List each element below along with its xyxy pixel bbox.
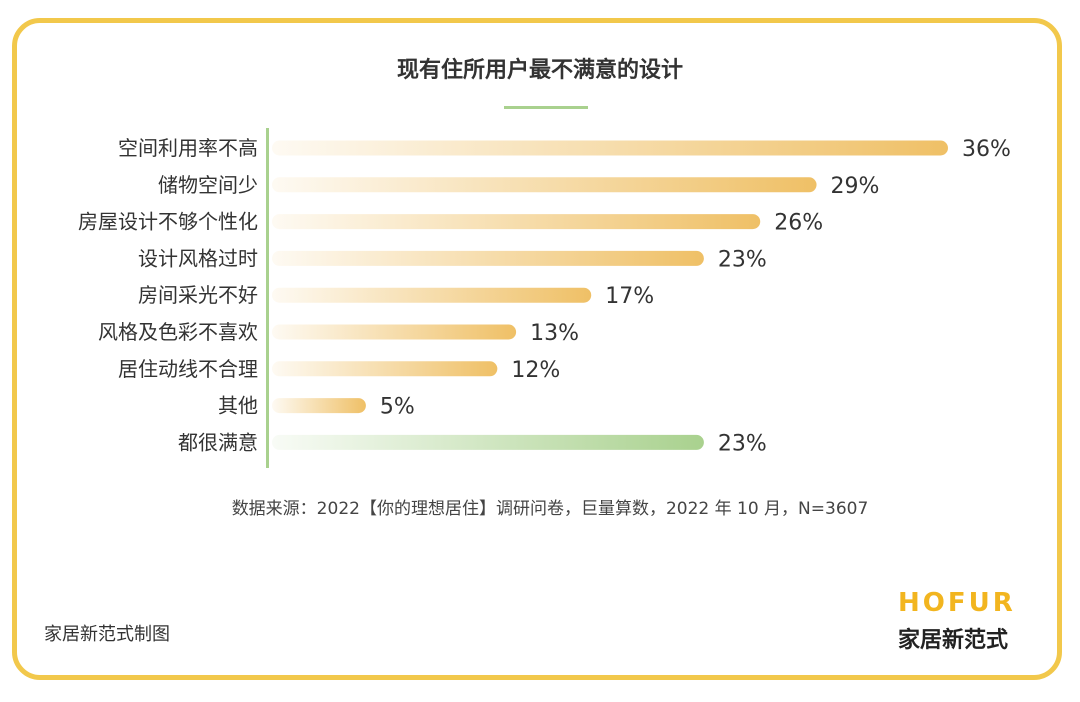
bar: [272, 214, 761, 230]
chart-title: 现有住所用户最不满意的设计: [396, 58, 683, 83]
data-source-note: 数据来源：2022【你的理想居住】调研问卷，巨量算数，2022 年 10 月，N…: [231, 499, 869, 519]
category-label: 设计风格过时: [138, 246, 258, 270]
bar: [272, 434, 704, 450]
value-label: 23%: [718, 431, 767, 456]
bar: [272, 324, 517, 340]
category-label: 都很满意: [178, 430, 258, 454]
category-label: 房间采光不好: [138, 283, 258, 307]
category-label: 其他: [218, 394, 258, 418]
brand-logo-en: HOFUR: [898, 588, 1016, 618]
value-label: 26%: [774, 211, 823, 236]
value-label: 36%: [962, 137, 1011, 162]
bar: [272, 398, 366, 414]
category-label: 风格及色彩不喜欢: [98, 320, 258, 344]
bar: [272, 287, 592, 303]
value-label: 17%: [605, 284, 654, 309]
category-label: 房屋设计不够个性化: [78, 210, 258, 234]
value-label: 29%: [831, 174, 880, 199]
category-label: 居住动线不合理: [118, 357, 258, 381]
bar: [272, 250, 704, 266]
value-label: 13%: [530, 321, 579, 346]
value-label: 23%: [718, 247, 767, 272]
bar: [272, 177, 817, 193]
category-label: 空间利用率不高: [118, 136, 258, 160]
value-label: 12%: [511, 358, 560, 383]
category-label: 储物空间少: [158, 173, 258, 197]
bar: [272, 361, 498, 377]
brand-logo-cn: 家居新范式: [898, 628, 1009, 653]
value-label: 5%: [380, 395, 415, 420]
bar: [272, 140, 948, 156]
title-underline: [504, 106, 588, 109]
category-axis-line: [266, 128, 269, 468]
card-frame: [12, 18, 1062, 680]
chart-credit: 家居新范式制图: [44, 624, 170, 645]
